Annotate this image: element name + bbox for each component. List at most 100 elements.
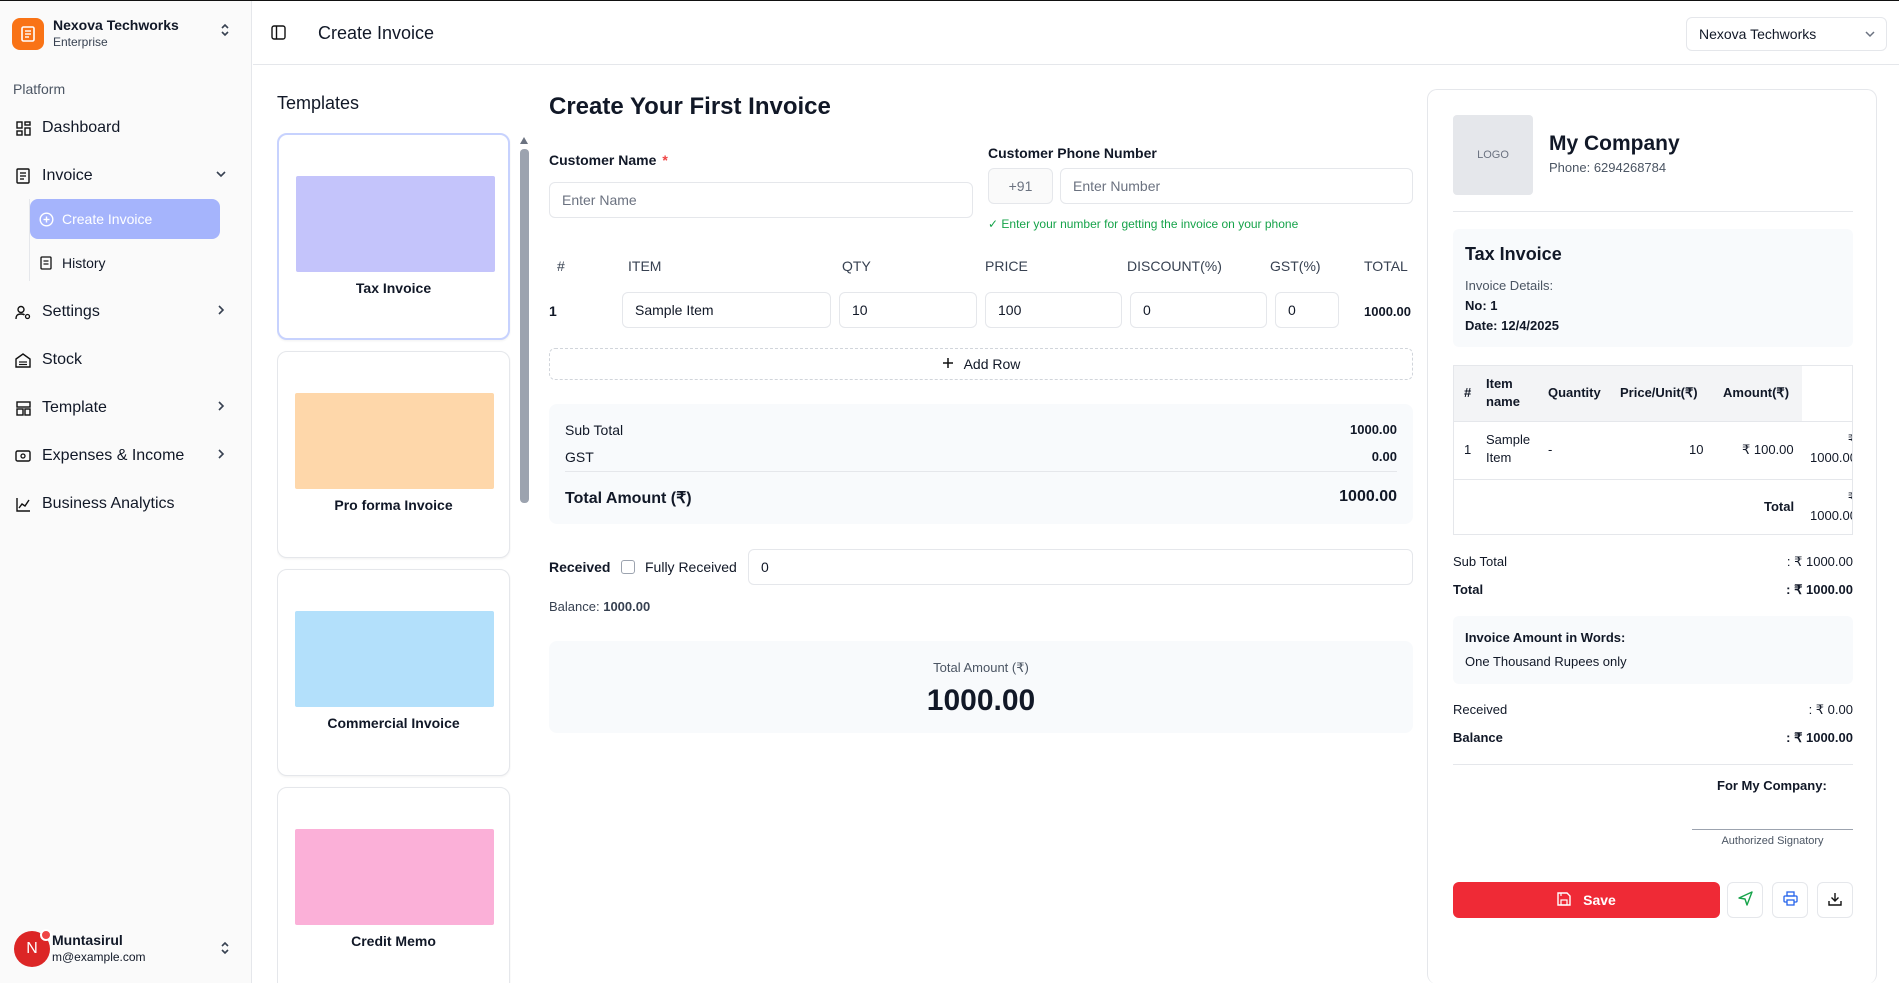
signature-line bbox=[1692, 829, 1853, 830]
amount-in-words-value: One Thousand Rupees only bbox=[1465, 654, 1627, 669]
amount-in-words-label: Invoice Amount in Words: bbox=[1465, 630, 1626, 645]
sidebar-item-history[interactable]: History bbox=[30, 243, 220, 283]
print-button[interactable] bbox=[1772, 882, 1808, 918]
preview-col-num: # bbox=[1464, 385, 1472, 400]
preview-phone: Phone: 6294268784 bbox=[1549, 160, 1667, 175]
for-company-label: For My Company: bbox=[1717, 778, 1827, 793]
sidebar-item-label: Dashboard bbox=[42, 119, 121, 136]
fully-received-checkbox[interactable] bbox=[621, 560, 635, 574]
preview-balance-value: : ₹ 1000.00 bbox=[1786, 730, 1853, 745]
document-icon bbox=[38, 256, 54, 270]
preview-balance-label: Balance bbox=[1453, 730, 1503, 745]
col-header-num: # bbox=[557, 258, 565, 274]
add-row-button[interactable]: Add Row bbox=[549, 348, 1413, 380]
total-amount-label: Total Amount (₹) bbox=[565, 490, 692, 507]
template-card-credit-memo[interactable]: Credit Memo bbox=[277, 787, 510, 983]
layout-template-icon bbox=[13, 400, 33, 416]
template-card-commercial[interactable]: Commercial Invoice bbox=[277, 569, 510, 776]
warehouse-icon bbox=[13, 352, 33, 368]
send-button[interactable] bbox=[1727, 882, 1763, 918]
preview-received-label: Received bbox=[1453, 702, 1508, 717]
preview-total-value: : ₹ 1000.00 bbox=[1786, 582, 1853, 597]
customer-name-input[interactable]: Enter Name bbox=[549, 182, 973, 218]
sidebar-item-label: Stock bbox=[42, 351, 83, 368]
user-menu[interactable]: N Muntasirul m@example.com bbox=[14, 927, 240, 971]
sidebar-item-invoice[interactable]: Invoice bbox=[13, 159, 239, 193]
received-amount-input[interactable]: 0 bbox=[748, 549, 1413, 585]
sidebar-item-label: Expenses & Income bbox=[42, 447, 185, 464]
sidebar-item-dashboard[interactable]: Dashboard bbox=[13, 111, 239, 145]
gst-input[interactable]: 0 bbox=[1275, 292, 1339, 328]
template-name: Credit Memo bbox=[351, 933, 436, 949]
price-input[interactable]: 100 bbox=[985, 292, 1122, 328]
invoice-logo-icon bbox=[12, 18, 44, 50]
preview-col-qty: Quantity bbox=[1548, 385, 1601, 400]
balance-value: 1000.00 bbox=[603, 599, 651, 614]
preview-company-name: My Company bbox=[1549, 132, 1680, 155]
preview-row-price-unit: 10 bbox=[1689, 442, 1704, 457]
plus-circle-icon bbox=[38, 211, 54, 227]
phone-label: Customer Phone Number bbox=[988, 145, 1157, 161]
chevron-right-icon bbox=[215, 447, 227, 465]
sidebar-item-template[interactable]: Template bbox=[13, 391, 239, 425]
row-divider bbox=[1454, 421, 1852, 422]
template-preview bbox=[295, 829, 494, 925]
sidebar-item-create-invoice[interactable]: Create Invoice bbox=[30, 199, 220, 239]
summary-panel: Sub Total 1000.00 GST 0.00 Total Amount … bbox=[549, 404, 1413, 524]
template-preview bbox=[296, 176, 495, 272]
org-name: Nexova Techworks bbox=[53, 17, 179, 33]
panel-left-icon[interactable] bbox=[271, 25, 286, 43]
gst-label: GST bbox=[565, 449, 594, 465]
nav-group-label: Platform bbox=[13, 81, 66, 97]
sidebar: Nexova Techworks Enterprise Platform Das… bbox=[0, 1, 252, 983]
sidebar-item-stock[interactable]: Stock bbox=[13, 343, 239, 377]
row-divider bbox=[1454, 479, 1852, 480]
templates-title: Templates bbox=[277, 93, 360, 113]
discount-input[interactable]: 0 bbox=[1130, 292, 1267, 328]
sidebar-item-business-analytics[interactable]: Business Analytics bbox=[13, 487, 239, 521]
sidebar-item-label: Business Analytics bbox=[42, 495, 175, 512]
template-card-pro-forma[interactable]: Pro forma Invoice bbox=[277, 351, 510, 558]
org-switcher[interactable]: Nexova Techworks Enterprise bbox=[12, 15, 240, 53]
scrollbar-thumb[interactable] bbox=[520, 149, 529, 503]
col-header-total: TOTAL bbox=[1364, 258, 1408, 274]
templates-list: Tax Invoice Pro forma Invoice Commercial… bbox=[277, 133, 511, 983]
save-button[interactable]: Save bbox=[1453, 882, 1720, 918]
col-header-qty: QTY bbox=[842, 258, 871, 274]
chevrons-up-down-icon bbox=[220, 941, 230, 958]
preview-col-amount: Amount(₹) bbox=[1723, 385, 1790, 400]
sidebar-item-label: Template bbox=[42, 399, 107, 416]
preview-row-item: Sample Item bbox=[1486, 432, 1531, 465]
preview-subtotal-label: Sub Total bbox=[1453, 554, 1507, 569]
template-preview bbox=[295, 393, 494, 489]
total-amount-box: Total Amount (₹) 1000.00 bbox=[549, 641, 1413, 733]
gst-row: GST 0.00 bbox=[565, 449, 1397, 465]
fully-received-label: Fully Received bbox=[645, 559, 737, 575]
template-preview bbox=[295, 611, 494, 707]
sidebar-item-expenses-income[interactable]: Expenses & Income bbox=[13, 439, 239, 473]
plus-icon bbox=[942, 356, 954, 372]
scroll-up-arrow-icon[interactable] bbox=[520, 137, 528, 144]
required-mark: * bbox=[662, 152, 668, 168]
phone-hint: ✓ Enter your number for getting the invo… bbox=[988, 217, 1299, 231]
preview-received: Received : ₹ 0.00 bbox=[1453, 702, 1853, 718]
subtotal-label: Sub Total bbox=[565, 422, 624, 438]
download-button[interactable] bbox=[1817, 882, 1853, 918]
printer-icon bbox=[1782, 891, 1798, 909]
phone-number-input[interactable]: Enter Number bbox=[1060, 168, 1413, 204]
qty-input[interactable]: 10 bbox=[839, 292, 977, 328]
send-icon bbox=[1737, 891, 1753, 909]
template-card-tax-invoice[interactable]: Tax Invoice bbox=[277, 133, 510, 340]
company-select[interactable]: Nexova Techworks bbox=[1686, 17, 1887, 51]
signatory-label: Authorized Signatory bbox=[1721, 835, 1824, 847]
preview-total-label: Total bbox=[1453, 582, 1484, 597]
chevron-right-icon bbox=[215, 399, 227, 417]
summary-divider bbox=[565, 471, 1397, 472]
sidebar-subitem-label: History bbox=[62, 255, 106, 271]
invoice-number: No: 1 bbox=[1465, 298, 1498, 313]
item-input[interactable]: Sample Item bbox=[622, 292, 831, 328]
sidebar-item-settings[interactable]: Settings bbox=[13, 295, 239, 329]
form-title: Create Your First Invoice bbox=[549, 93, 831, 120]
templates-scrollbar[interactable] bbox=[519, 137, 529, 983]
